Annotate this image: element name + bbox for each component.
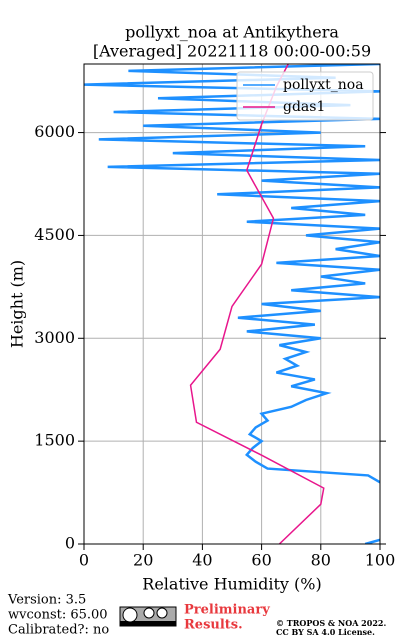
- calibrated: Calibrated?: no: [8, 623, 109, 638]
- y-tick-label: 1500: [34, 431, 75, 450]
- x-tick-label: 60: [251, 551, 271, 570]
- chart-subtitle: [Averaged] 20221118 00:00-00:59: [93, 42, 371, 61]
- cc-badge: [119, 606, 177, 627]
- wvconst: wvconst: 65.00: [8, 608, 108, 623]
- chart-title: pollyxt_noa at Antikythera: [125, 23, 339, 42]
- y-tick-label: 0: [65, 534, 75, 553]
- x-tick-label: 80: [311, 551, 331, 570]
- y-tick-label: 3000: [34, 328, 75, 347]
- x-tick-label: 0: [79, 551, 89, 570]
- x-tick-label: 100: [365, 551, 396, 570]
- x-tick-label: 40: [192, 551, 212, 570]
- x-axis-label: Relative Humidity (%): [142, 575, 321, 594]
- copyright: © TROPOS & NOA 2022.: [276, 618, 386, 628]
- legend-label: pollyxt_noa: [283, 77, 364, 93]
- y-axis-label: Height (m): [8, 260, 27, 348]
- series-line: [84, 64, 380, 544]
- legend: pollyxt_noa gdas1: [236, 71, 374, 121]
- license: CC BY SA 4.0 License.: [276, 627, 375, 637]
- results: Results.: [184, 618, 243, 633]
- legend-box: [236, 71, 374, 121]
- version: Version: 3.5: [7, 593, 86, 608]
- plot-frame: [83, 63, 381, 545]
- series-line: [189, 64, 325, 544]
- y-tick-label: 6000: [34, 122, 75, 141]
- preliminary: Preliminary: [184, 603, 270, 618]
- y-tick-label: 4500: [34, 225, 75, 244]
- legend-label: gdas1: [283, 99, 325, 115]
- x-tick-label: 20: [133, 551, 153, 570]
